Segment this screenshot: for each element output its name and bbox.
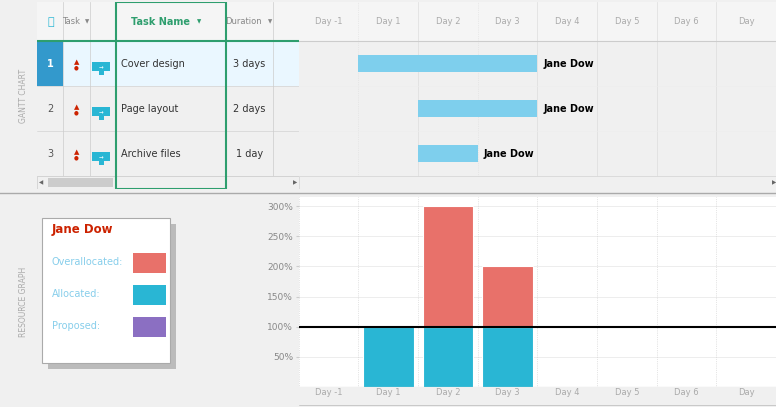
Text: Jane Dow: Jane Dow [543,59,594,69]
Text: Archive files: Archive files [121,149,181,159]
Text: Allocated:: Allocated: [52,289,101,299]
Bar [99,160,104,165]
Text: 3 days: 3 days [233,59,265,69]
Bar [133,317,165,337]
Text: RESOURCE GRAPH: RESOURCE GRAPH [19,267,28,337]
Bar [116,2,226,189]
Text: 1 day: 1 day [235,149,262,159]
Text: Jane Dow: Jane Dow [543,104,594,114]
Text: 1: 1 [47,59,54,69]
Text: ▲: ▲ [74,149,79,155]
Text: ⓘ: ⓘ [47,17,54,27]
Text: 2: 2 [47,104,54,114]
Bar [47,178,113,187]
Bar [92,107,110,116]
Bar [99,70,104,75]
Text: Jane Dow: Jane Dow [483,149,535,159]
Text: ●: ● [74,65,79,70]
Bar [299,2,776,42]
Bar [133,253,165,273]
Text: →: → [99,154,104,159]
Text: ▲: ▲ [74,59,79,65]
Bar [133,285,165,305]
Text: ▼: ▼ [85,19,89,24]
Bar [363,326,414,387]
Text: Task: Task [62,17,80,26]
Text: ▼: ▼ [197,19,202,24]
Text: Day 3: Day 3 [495,17,520,26]
Text: Task Name: Task Name [130,17,189,27]
Bar [92,152,110,161]
Text: Day 1: Day 1 [376,17,400,26]
Text: →: → [99,109,104,114]
Bar [37,2,299,42]
Text: Proposed:: Proposed: [52,322,100,331]
Bar [37,176,299,189]
Bar [418,100,537,117]
Bar [92,62,110,71]
Text: Day 6: Day 6 [674,17,699,26]
Text: ●: ● [74,110,79,115]
Bar [99,115,104,120]
Bar [42,218,170,363]
Bar [37,42,299,86]
Bar [37,42,64,86]
Bar [359,55,537,72]
Bar [299,176,776,189]
Text: Day: Day [738,17,754,26]
Text: Page layout: Page layout [121,104,178,114]
Text: ▲: ▲ [74,104,79,110]
Bar [418,145,478,162]
Text: →: → [99,64,104,69]
Bar [482,326,533,387]
Text: Day 5: Day 5 [615,17,639,26]
Text: 2 days: 2 days [233,104,265,114]
Text: Day 2: Day 2 [435,17,460,26]
Text: ▼: ▼ [268,19,272,24]
Text: ●: ● [74,155,79,160]
Text: ▶: ▶ [772,180,776,185]
Text: ▶: ▶ [293,180,297,185]
Bar [47,223,176,369]
Text: Day 4: Day 4 [555,17,580,26]
Text: GANTT CHART: GANTT CHART [19,69,28,123]
Text: Overallocated:: Overallocated: [52,257,123,267]
Text: ◀: ◀ [39,180,43,185]
Bar [423,206,473,326]
Text: Jane Dow: Jane Dow [52,223,113,236]
Text: Cover design: Cover design [121,59,185,69]
Text: 3: 3 [47,149,54,159]
Text: Duration: Duration [226,17,262,26]
Text: Day -1: Day -1 [315,17,342,26]
Bar [482,267,533,326]
Bar [423,326,473,387]
